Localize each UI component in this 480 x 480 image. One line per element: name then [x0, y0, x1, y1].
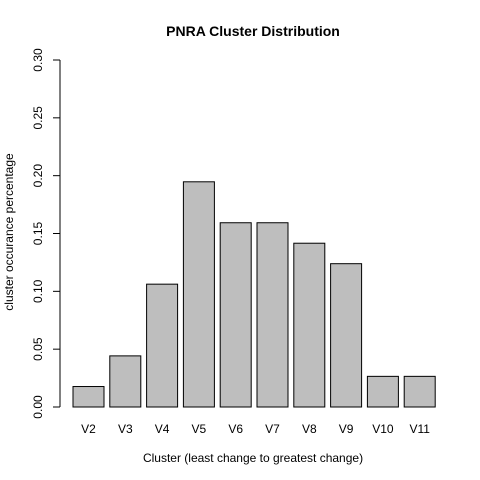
y-tick-label: 0.30: [31, 48, 45, 72]
y-tick-label: 0.25: [31, 106, 45, 130]
x-tick-label: V8: [302, 422, 317, 436]
x-tick-label: V10: [372, 422, 394, 436]
x-axis-label: Cluster (least change to greatest change…: [143, 451, 363, 465]
y-tick-label: 0.10: [31, 279, 45, 303]
bar-v10: [366, 375, 399, 408]
x-tick-label: V6: [228, 422, 243, 436]
x-tick-label: V4: [155, 422, 170, 436]
bar-v11: [403, 375, 436, 408]
y-tick-label: 0.15: [31, 221, 45, 245]
bar-v3: [109, 355, 142, 408]
bar-v7: [256, 222, 289, 408]
y-tick-label: 0.00: [31, 395, 45, 419]
x-tick-label: V3: [118, 422, 133, 436]
x-tick-label: V7: [265, 422, 280, 436]
bar-v4: [146, 283, 179, 408]
x-tick-label: V5: [192, 422, 207, 436]
bar-v5: [182, 181, 215, 408]
y-axis-label: cluster occurance percentage: [2, 153, 16, 311]
bars: [72, 181, 436, 408]
x-tick-label: V9: [339, 422, 354, 436]
y-tick-label: 0.05: [31, 337, 45, 361]
x-axis-tick-labels: V2 V3 V4 V5 V6 V7 V8 V9 V10 V11: [81, 422, 430, 436]
bar-v8: [293, 242, 326, 408]
x-tick-label: V2: [81, 422, 96, 436]
chart-title: PNRA Cluster Distribution: [166, 23, 340, 39]
bar-v9: [330, 263, 363, 408]
bar-v2: [72, 386, 105, 408]
y-axis-ticks: 0.00 0.05 0.10 0.15 0.20 0.25 0.30: [31, 48, 60, 419]
bar-v6: [219, 222, 252, 408]
x-tick-label: V11: [409, 422, 430, 436]
y-tick-label: 0.20: [31, 164, 45, 188]
